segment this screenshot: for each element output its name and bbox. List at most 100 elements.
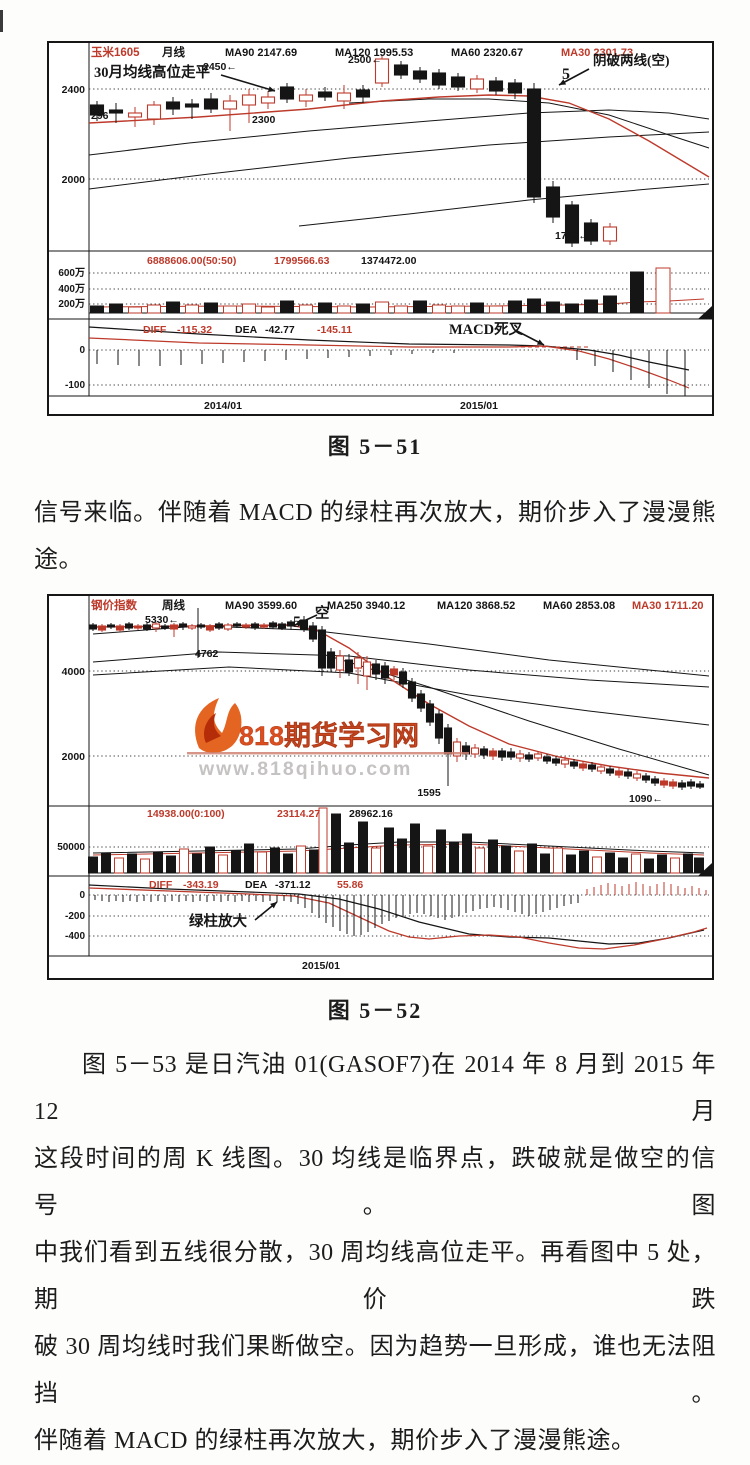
volume-bar bbox=[394, 305, 408, 314]
macd-bar-value: 55.86 bbox=[337, 879, 363, 891]
price-callout: 2450← bbox=[203, 61, 237, 73]
annotation-arrowhead bbox=[559, 79, 567, 85]
volume-axis-label: 400万 bbox=[58, 283, 85, 295]
volume-bar bbox=[501, 845, 511, 874]
volume-bar bbox=[166, 301, 180, 314]
ma60-value: MA60 2853.08 bbox=[543, 600, 615, 612]
diff-label: DIFF bbox=[149, 879, 173, 891]
ma30-value: MA30 1711.20 bbox=[632, 600, 704, 612]
candle-body bbox=[108, 109, 124, 114]
annotation-arrowhead bbox=[536, 339, 544, 345]
volume-bar bbox=[90, 305, 104, 314]
candle-body bbox=[488, 80, 504, 92]
candle-body bbox=[146, 104, 162, 120]
macd-axis-label: 0 bbox=[79, 345, 85, 356]
candle-body bbox=[479, 748, 489, 756]
volume-bar bbox=[644, 858, 654, 874]
ma-line bbox=[88, 337, 690, 389]
candle-body bbox=[668, 781, 678, 787]
price-callout: 4762 bbox=[195, 648, 219, 660]
volume-bar bbox=[413, 300, 427, 314]
volume-bar bbox=[375, 301, 389, 314]
candle-body bbox=[260, 96, 276, 104]
ma-line bbox=[328, 655, 710, 776]
volume-bar bbox=[489, 305, 503, 314]
candle-body bbox=[362, 661, 372, 677]
y-axis-label: 2000 bbox=[62, 174, 86, 186]
candle-body bbox=[583, 222, 599, 242]
candle-body bbox=[232, 623, 242, 627]
annotation-death-cross: MACD死叉 bbox=[449, 321, 524, 338]
volume-bar bbox=[605, 852, 615, 874]
volume-bar bbox=[566, 854, 576, 874]
volume-bar bbox=[670, 857, 680, 874]
candle-body bbox=[317, 629, 327, 669]
volume-bar bbox=[205, 846, 215, 874]
macd-axis-label: -100 bbox=[65, 380, 85, 391]
ma90-value: MA90 2147.69 bbox=[225, 47, 297, 59]
volume-axis-label: 50000 bbox=[57, 842, 85, 853]
annotation-arrow bbox=[220, 74, 276, 92]
volume-bar bbox=[331, 813, 341, 874]
volume-bar bbox=[358, 821, 368, 874]
candle-body bbox=[650, 778, 660, 784]
annotation-arrowhead bbox=[295, 619, 303, 625]
figure-5-51-candlestick-chart: 玉米1605 月线 MA90 2147.69 MA120 1995.53 MA60 23… bbox=[49, 43, 712, 412]
candle-body bbox=[241, 94, 257, 106]
candle-body bbox=[160, 625, 170, 629]
volume-bar bbox=[88, 856, 98, 874]
period-label: 月线 bbox=[161, 45, 185, 59]
volume-bar bbox=[185, 304, 199, 314]
watermark-title: 818期货学习网 bbox=[239, 720, 419, 751]
volume-bar bbox=[410, 823, 420, 874]
candle-body bbox=[326, 651, 336, 669]
volume-bar bbox=[101, 852, 111, 874]
volume-bar bbox=[694, 857, 704, 874]
volume-value: 6888606.00(50:50) bbox=[147, 255, 236, 267]
volume-bar bbox=[309, 849, 319, 874]
ma60-value: MA60 2320.67 bbox=[451, 47, 523, 59]
candle-body bbox=[632, 773, 642, 779]
volume-bar bbox=[166, 855, 176, 874]
candle-body bbox=[515, 753, 525, 759]
watermark-underline bbox=[187, 752, 469, 755]
volume-bar bbox=[657, 854, 667, 874]
candle-body bbox=[434, 713, 444, 739]
volume-bar bbox=[242, 303, 256, 314]
volume-bar bbox=[261, 306, 275, 314]
dea-value: -371.12 bbox=[275, 879, 311, 891]
candle-body bbox=[371, 663, 381, 675]
price-callout: 5330← bbox=[145, 614, 179, 626]
diff-value: -343.19 bbox=[183, 879, 219, 891]
candle-body bbox=[380, 665, 390, 679]
ma-line bbox=[88, 326, 690, 371]
dea-value: -42.77 bbox=[265, 324, 295, 336]
candle-body bbox=[596, 766, 606, 772]
ma90-value: MA90 3599.60 bbox=[225, 600, 297, 612]
x-axis-label: 2015/01 bbox=[302, 960, 340, 972]
candle-body bbox=[124, 623, 134, 629]
x-axis-label: 2015/01 bbox=[460, 400, 498, 412]
volume-bar bbox=[223, 305, 237, 314]
book-page: { "page": { "captions": { "fig51": "图 5－… bbox=[0, 10, 716, 1454]
volume-bar bbox=[109, 303, 123, 314]
candle-body bbox=[470, 747, 480, 755]
candle-body bbox=[416, 693, 426, 709]
dea-label: DEA bbox=[235, 324, 258, 336]
candle-body bbox=[133, 625, 143, 629]
candle-body bbox=[450, 76, 466, 88]
volume-value: 1374472.00 bbox=[361, 255, 417, 267]
candle-body bbox=[398, 671, 408, 685]
volume-bar bbox=[655, 267, 671, 314]
volume-bar bbox=[584, 299, 598, 314]
paragraph-line: 途。 bbox=[34, 547, 83, 573]
volume-bar bbox=[283, 853, 293, 874]
candle-body bbox=[569, 761, 579, 767]
candle-body bbox=[298, 94, 314, 102]
candle-body bbox=[279, 86, 295, 100]
annotation-green-bars: 绿柱放大 bbox=[189, 912, 247, 930]
volume-bar bbox=[231, 850, 241, 874]
candle-body bbox=[452, 741, 462, 757]
volume-bar bbox=[423, 845, 433, 874]
figure-5-51-caption: 图 5－51 bbox=[327, 434, 423, 459]
